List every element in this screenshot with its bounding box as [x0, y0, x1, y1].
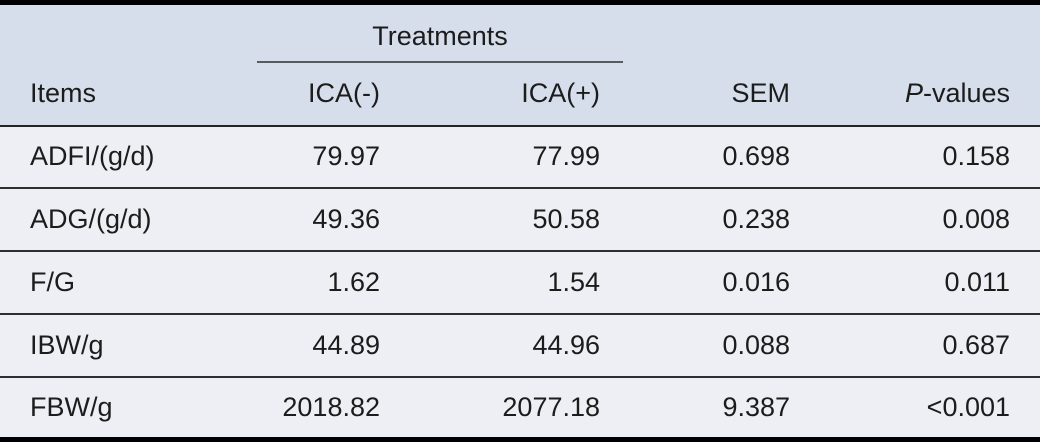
value-ica-minus: 79.97 — [257, 124, 440, 189]
header-ica-minus: ICA(-) — [257, 61, 440, 127]
table-row-fbw: FBW/g 2018.82 2077.18 9.387 <0.001 — [0, 375, 1040, 440]
header-columns-row: Items ICA(-) ICA(+) SEM P-values — [0, 61, 1040, 127]
row-label: F/G — [0, 250, 257, 314]
value-ica-plus: 1.54 — [440, 250, 624, 314]
row-label: IBW/g — [0, 312, 257, 377]
value-ica-plus: 44.96 — [440, 312, 624, 377]
value-sem: 0.016 — [623, 250, 811, 314]
value-ica-minus: 2018.82 — [257, 375, 440, 440]
value-p: 0.008 — [810, 187, 1040, 252]
value-sem: 0.698 — [623, 124, 811, 189]
value-ica-minus: 1.62 — [257, 250, 440, 314]
value-sem: 9.387 — [623, 375, 811, 440]
table-row-fg: F/G 1.62 1.54 0.016 0.011 — [0, 250, 1040, 314]
p-values-suffix: -values — [922, 77, 1011, 108]
header-spacer-items — [0, 2, 257, 62]
value-p: 0.158 — [810, 124, 1040, 189]
value-sem: 0.088 — [623, 312, 811, 377]
value-ica-plus: 2077.18 — [440, 375, 624, 440]
value-ica-minus: 44.89 — [257, 312, 440, 377]
table-body: ADFI/(g/d) 79.97 77.99 0.698 0.158 ADG/(… — [0, 124, 1040, 440]
row-label: FBW/g — [0, 375, 257, 440]
table-header: Treatments Items ICA(-) ICA(+) SEM P-val… — [0, 2, 1040, 127]
header-p-values: P-values — [810, 61, 1040, 127]
value-ica-plus: 50.58 — [440, 187, 624, 252]
row-label: ADFI/(g/d) — [0, 124, 257, 189]
value-p: <0.001 — [810, 375, 1040, 440]
header-sem: SEM — [623, 61, 811, 127]
treatments-group-label: Treatments — [372, 20, 508, 51]
table-row-ibw: IBW/g 44.89 44.96 0.088 0.687 — [0, 312, 1040, 377]
p-values-italic-p: P — [904, 77, 923, 108]
header-spacer-sem — [623, 2, 811, 62]
header-spacer-p — [810, 2, 1040, 62]
value-p: 0.687 — [810, 312, 1040, 377]
table-row-adg: ADG/(g/d) 49.36 50.58 0.238 0.008 — [0, 187, 1040, 252]
row-label: ADG/(g/d) — [0, 187, 257, 252]
header-treatments-group: Treatments — [257, 2, 624, 63]
value-ica-minus: 49.36 — [257, 187, 440, 252]
table-row-adfi: ADFI/(g/d) 79.97 77.99 0.698 0.158 — [0, 124, 1040, 189]
header-items: Items — [0, 61, 257, 127]
value-p: 0.011 — [810, 250, 1040, 314]
value-ica-plus: 77.99 — [440, 124, 624, 189]
value-sem: 0.238 — [623, 187, 811, 252]
header-group-row: Treatments — [0, 2, 1040, 63]
header-ica-plus: ICA(+) — [440, 61, 624, 127]
